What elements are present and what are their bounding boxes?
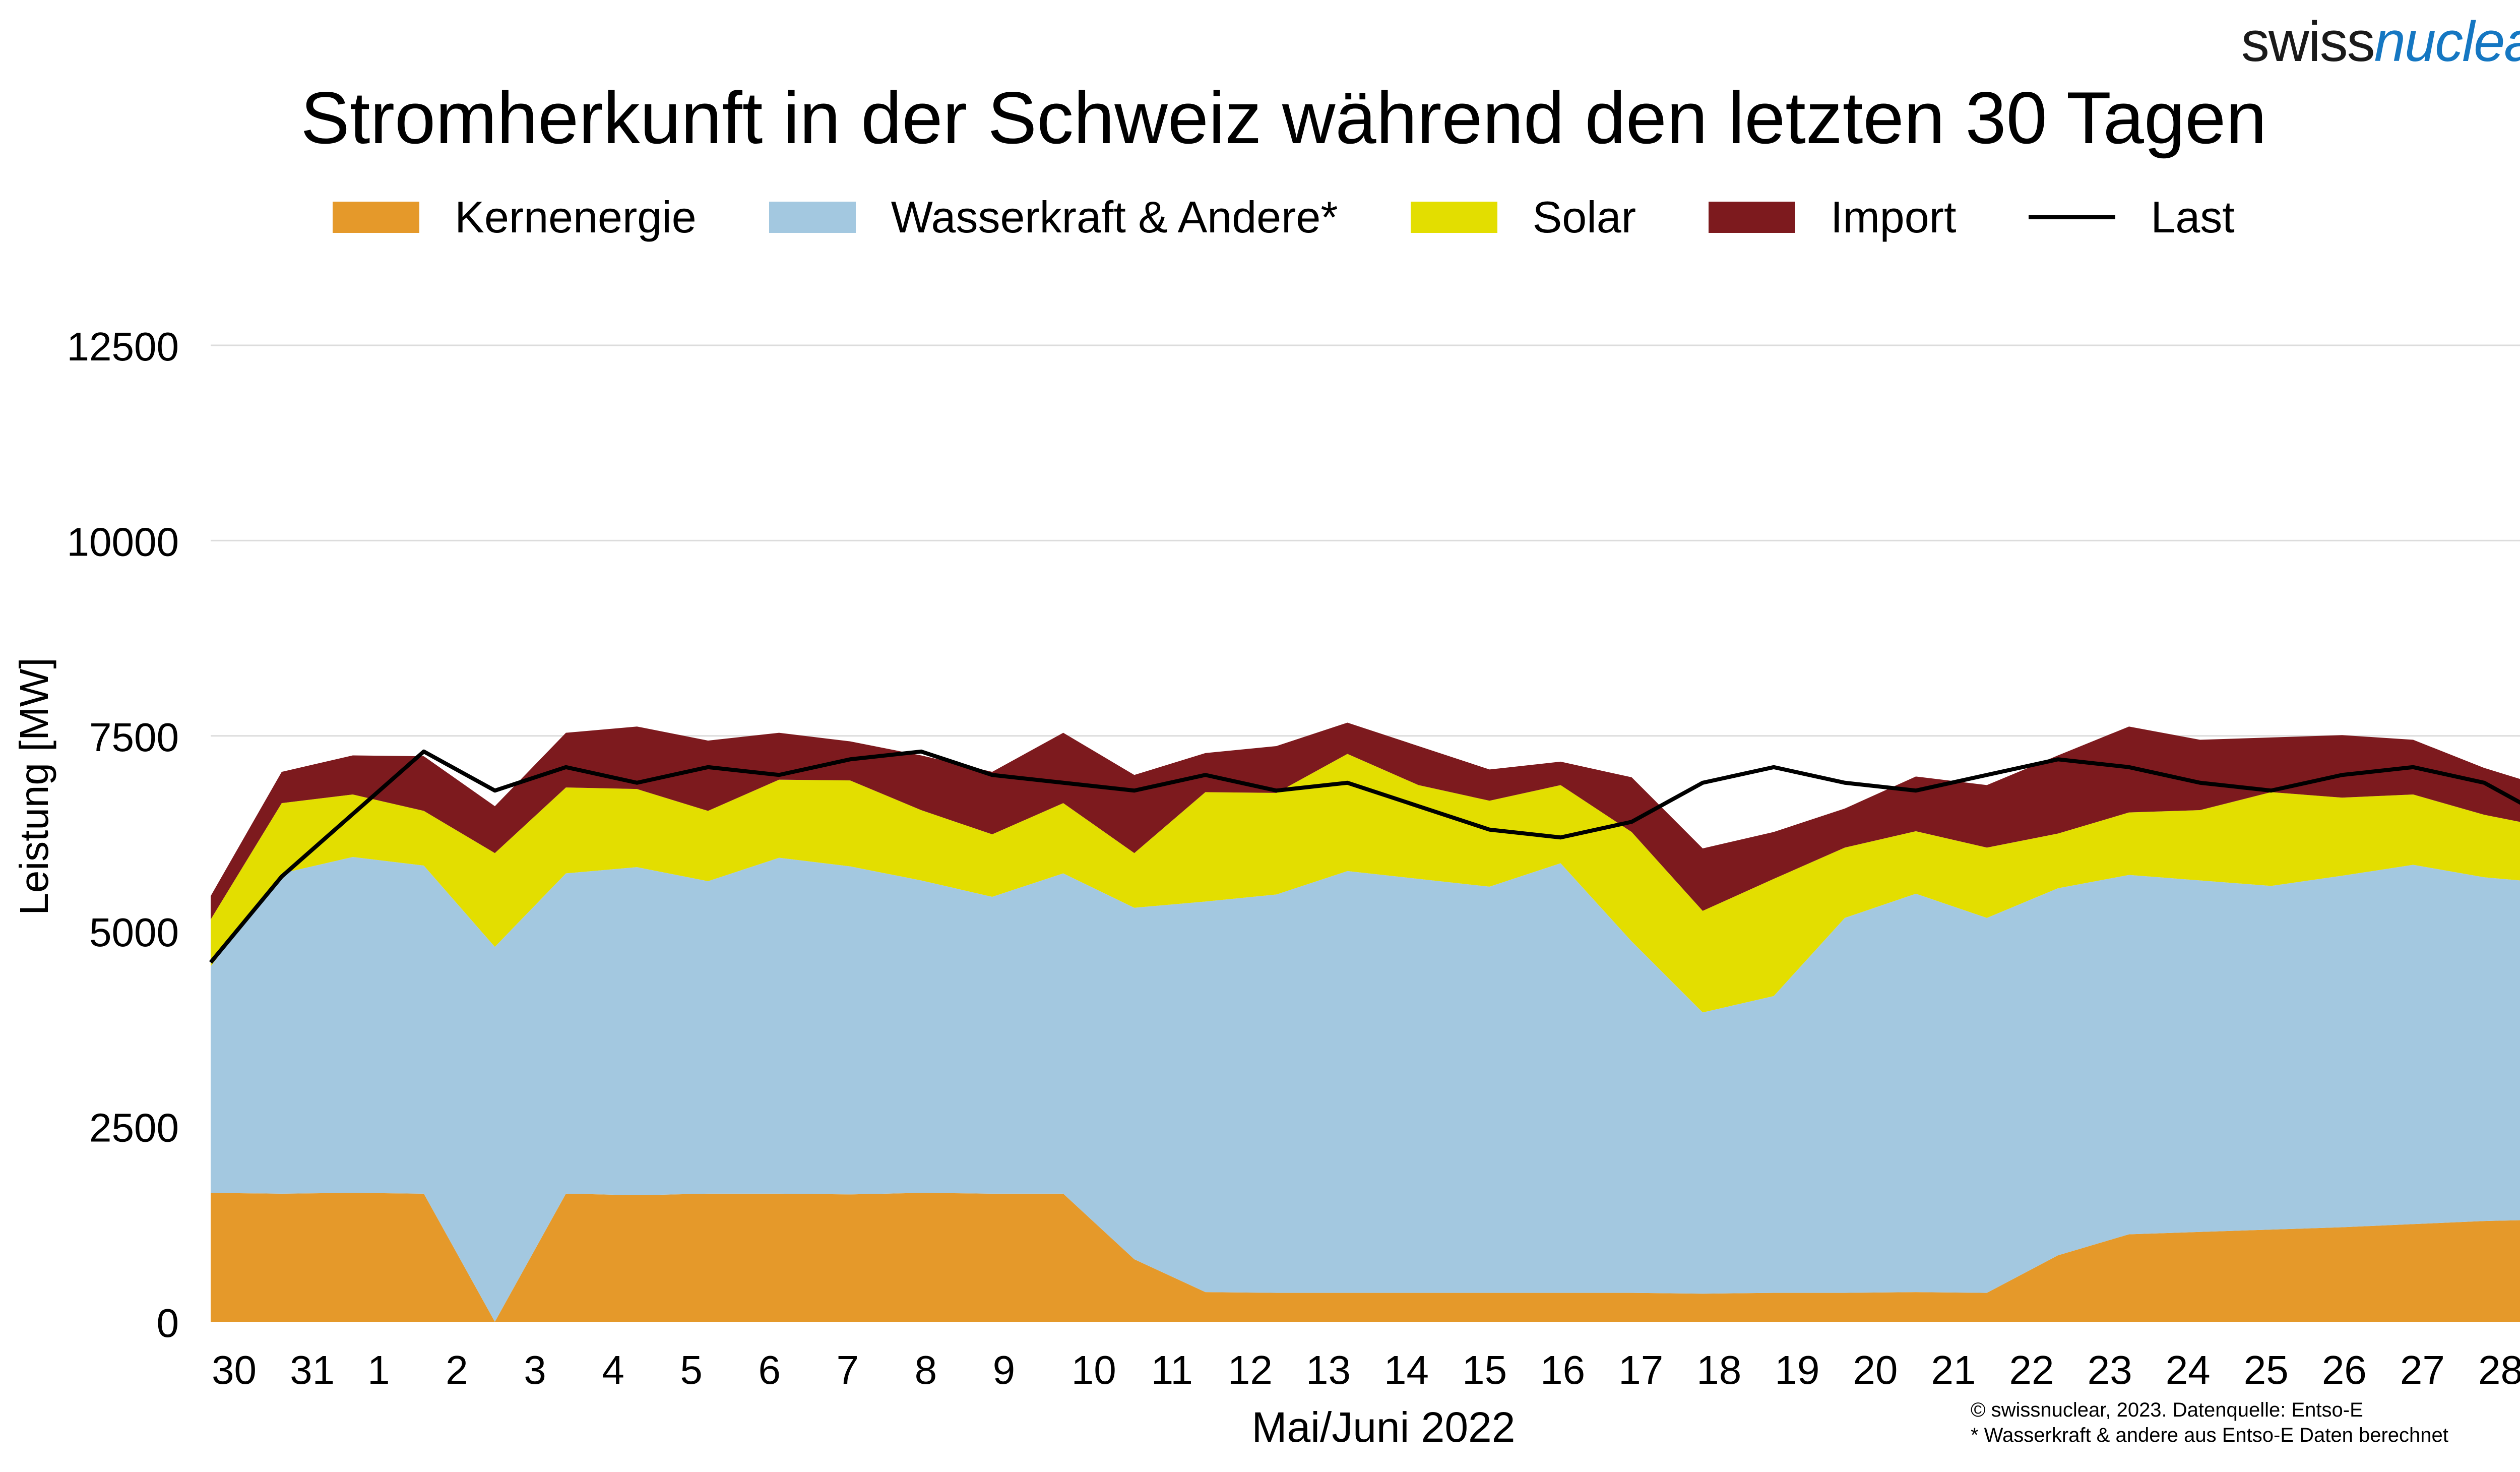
brand-logo: swissnuclear [2241,9,2520,74]
x-tick-label-8: 7 [837,1347,859,1392]
x-tick-label-3: 2 [446,1347,468,1392]
area-series-1 [211,856,2520,1322]
legend-item-wasserkraft: Wasserkraft & Andere* [769,192,1338,243]
x-tick-label-1: 31 [290,1347,335,1392]
x-tick-label-4: 3 [524,1347,546,1392]
legend-label-kernenergie: Kernenergie [455,192,697,242]
x-tick-label-29: 28 [2478,1347,2520,1392]
x-tick-label-28: 27 [2400,1347,2445,1392]
legend-label-wasserkraft: Wasserkraft & Andere* [891,192,1338,242]
area-series-2 [211,754,2520,1013]
x-tick-label-5: 4 [602,1347,624,1392]
y-tick-label-12500: 12500 [67,324,179,369]
y-tick-label-7500: 7500 [89,715,179,760]
x-tick-label-27: 26 [2322,1347,2367,1392]
x-tick-label-19: 18 [1696,1347,1741,1392]
x-tick-label-14: 13 [1306,1347,1351,1392]
legend-label-solar: Solar [1532,192,1636,242]
legend-item-solar: Solar [1410,192,1636,243]
x-tick-label-10: 9 [993,1347,1016,1392]
y-tick-label-5000: 5000 [89,910,179,955]
x-tick-label-13: 12 [1228,1347,1273,1392]
x-tick-label-20: 19 [1775,1347,1819,1392]
brand-logo-part1: swiss [2241,10,2375,73]
y-tick-label-0: 0 [157,1301,179,1345]
y-tick-label-10000: 10000 [67,519,179,564]
x-tick-label-12: 11 [1151,1347,1193,1392]
legend-swatch-kernenergie [333,202,420,233]
legend-swatch-wasserkraft [769,202,856,233]
footnote-note: * Wasserkraft & andere aus Entso-E Daten… [1971,1424,2448,1446]
x-tick-label-11: 10 [1072,1347,1116,1392]
y-axis-title: Leistung [MW] [12,657,56,915]
legend-label-import: Import [1831,192,1957,242]
brand-logo-part2: nuclear [2374,10,2520,73]
x-tick-label-6: 5 [680,1347,703,1392]
line-series-last [209,749,2520,964]
x-tick-label-23: 22 [2009,1347,2054,1392]
chart-legend: Kernenergie Wasserkraft & Andere* Solar … [0,192,2520,243]
x-tick-label-26: 25 [2244,1347,2289,1392]
legend-item-last: Last [2029,192,2235,243]
x-tick-label-21: 20 [1853,1347,1898,1392]
legend-swatch-solar [1410,202,1497,233]
y-tick-label-2500: 2500 [89,1106,179,1150]
x-tick-label-15: 14 [1384,1347,1429,1392]
legend-swatch-import [1709,202,1796,233]
x-tick-label-9: 8 [915,1347,937,1392]
footnote-source: © swissnuclear, 2023. Datenquelle: Entso… [1971,1399,2363,1421]
x-tick-label-0: 30 [212,1347,257,1392]
legend-item-kernenergie: Kernenergie [333,192,697,243]
legend-label-last: Last [2151,192,2235,242]
x-tick-label-7: 6 [758,1347,781,1392]
x-tick-label-24: 23 [2088,1347,2132,1392]
x-tick-label-17: 16 [1540,1347,1585,1392]
chart-title: Stromherkunft in der Schweiz während den… [300,77,2267,159]
x-tick-label-2: 1 [367,1347,390,1392]
x-tick-label-22: 21 [1931,1347,1976,1392]
legend-item-import: Import [1709,192,1956,243]
x-tick-label-18: 17 [1618,1347,1663,1392]
x-tick-label-16: 15 [1462,1347,1507,1392]
legend-swatch-last [2029,215,2116,219]
x-tick-label-25: 24 [2166,1347,2211,1392]
area-series-0 [211,1193,2520,1322]
x-axis-title: Mai/Juni 2022 [1252,1403,1516,1451]
